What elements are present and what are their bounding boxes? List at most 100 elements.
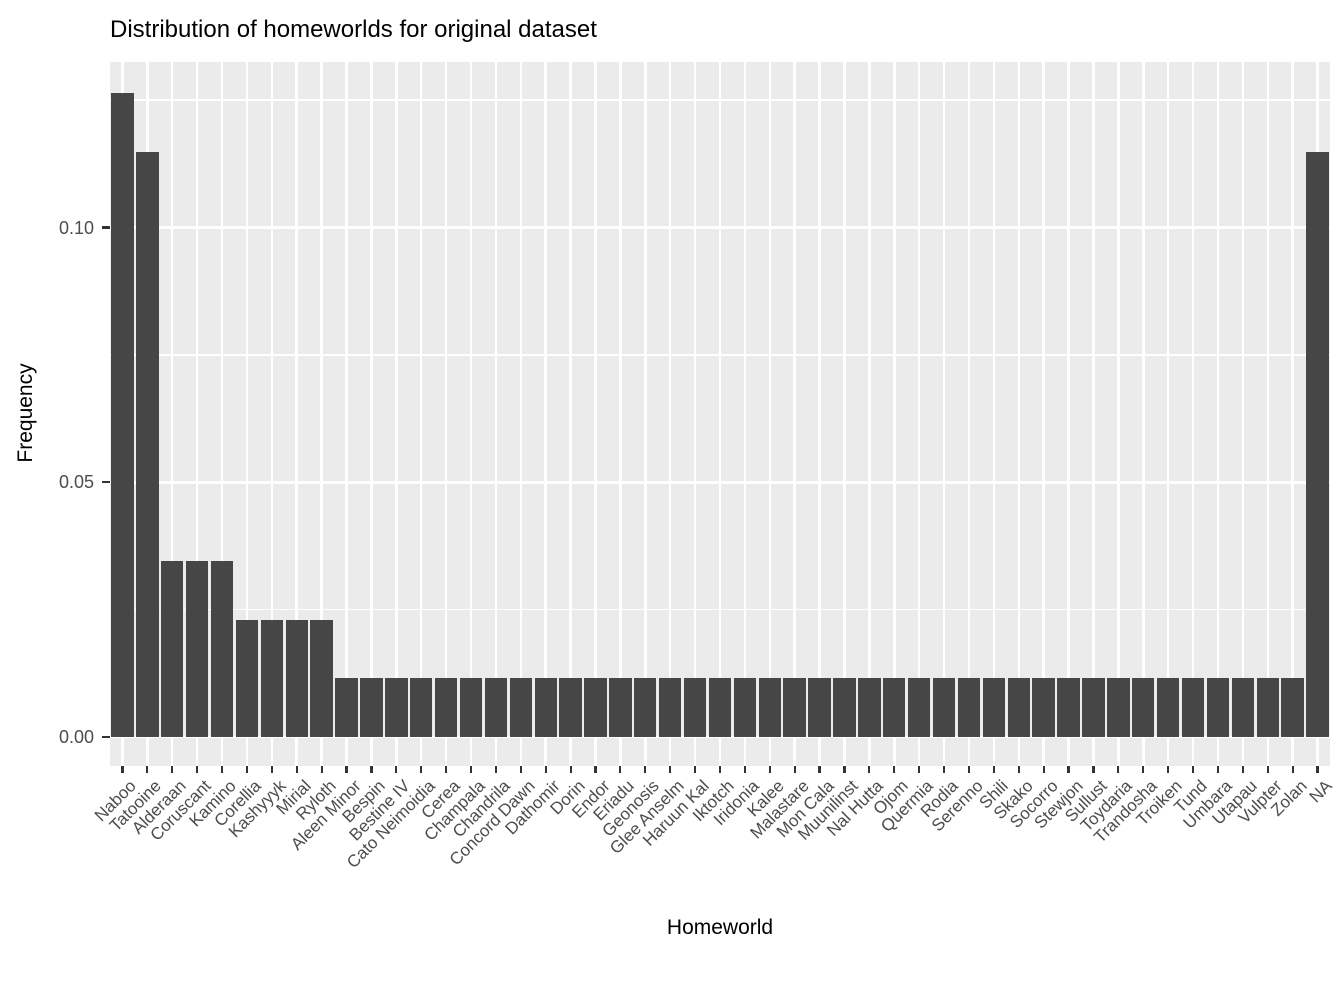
- bar-tund: [1181, 678, 1205, 737]
- x-tick: [121, 766, 124, 773]
- gridline-major-v: [1092, 62, 1095, 766]
- bar-ojom: [883, 678, 906, 737]
- x-tick: [868, 766, 871, 773]
- bar-toydaria: [1107, 678, 1130, 737]
- gridline-major-v: [1042, 62, 1045, 766]
- x-tick: [1167, 766, 1170, 773]
- gridline-major-v: [370, 62, 373, 766]
- gridline-major-v: [1067, 62, 1070, 766]
- gridline-major-v: [893, 62, 896, 766]
- x-tick: [1266, 766, 1269, 773]
- x-tick: [295, 766, 298, 773]
- bar-iridonia: [733, 678, 757, 737]
- chart-title: Distribution of homeworlds for original …: [110, 16, 597, 43]
- x-tick: [992, 766, 995, 773]
- bar-malastare: [783, 678, 806, 737]
- bar-vulpter: [1256, 678, 1279, 737]
- x-tick: [1142, 766, 1145, 773]
- gridline-major-v: [569, 62, 572, 766]
- gridline-major-v: [1266, 62, 1269, 766]
- bar-eriadu: [609, 678, 632, 737]
- bar-chart-figure: Distribution of homeworlds for original …: [14, 16, 1335, 939]
- bar-concord-dawn: [509, 678, 532, 737]
- gridline-major-v: [1191, 62, 1195, 766]
- x-tick: [669, 766, 672, 773]
- x-tick: [768, 766, 771, 773]
- bar-cato-neimoidia: [410, 678, 433, 737]
- x-tick: [843, 766, 846, 773]
- bar-nal-hutta: [858, 678, 881, 737]
- bar-bespin: [360, 678, 383, 737]
- y-tick: [102, 481, 110, 484]
- gridline-major-v: [967, 62, 971, 766]
- bar-utapau: [1231, 678, 1255, 737]
- x-tick: [320, 766, 323, 773]
- bar-serenno: [957, 678, 981, 737]
- bar-na: [1306, 151, 1329, 737]
- bar-trandosha: [1132, 678, 1155, 737]
- gridline-major-v: [419, 62, 423, 766]
- gridline-major-v: [917, 62, 921, 766]
- y-tick-label: 0.00: [58, 727, 94, 747]
- bar-stewjon: [1057, 678, 1080, 737]
- bar-chandrila: [484, 678, 508, 737]
- x-tick: [1117, 766, 1120, 773]
- gridline-major-v: [295, 62, 298, 766]
- gridline-major-v: [1241, 62, 1245, 766]
- x-tick: [1241, 766, 1244, 773]
- x-tick: [544, 766, 547, 773]
- bar-shili: [982, 678, 1006, 737]
- gridline-major-v: [793, 62, 796, 766]
- gridline-major-v: [1216, 62, 1220, 766]
- x-tick: [793, 766, 796, 773]
- bar-dorin: [559, 678, 582, 737]
- x-tick: [594, 766, 597, 773]
- bar-kalee: [758, 678, 781, 737]
- bar-mon-cala: [808, 678, 831, 737]
- gridline-major-v: [743, 62, 747, 766]
- gridline-major-v: [644, 62, 647, 766]
- bar-zolan: [1281, 678, 1304, 737]
- gridline-major-v: [843, 62, 846, 766]
- bar-haruun-kal: [683, 678, 707, 737]
- bar-naboo: [111, 92, 134, 737]
- bar-alderaan: [161, 561, 184, 737]
- x-tick: [1067, 766, 1070, 773]
- gridline-major-v: [668, 62, 672, 766]
- gridline-major-v: [942, 62, 946, 766]
- gridline-major-v: [1166, 62, 1170, 766]
- x-tick: [644, 766, 647, 773]
- x-tick: [1191, 766, 1195, 773]
- x-tick: [918, 766, 921, 773]
- x-tick: [1042, 766, 1045, 773]
- x-tick: [345, 766, 348, 773]
- bar-troiken: [1156, 678, 1180, 737]
- bar-skako: [1007, 678, 1030, 737]
- plot-panel: [110, 62, 1330, 766]
- gridline-major-v: [718, 62, 722, 766]
- x-tick: [619, 766, 622, 773]
- x-tick: [146, 766, 149, 773]
- gridline-major-v: [170, 62, 174, 766]
- bar-champala: [459, 678, 483, 737]
- gridline-major-v: [1142, 62, 1145, 766]
- x-tick: [519, 766, 522, 773]
- x-tick: [743, 766, 746, 773]
- x-tick: [818, 766, 821, 773]
- gridline-major-v: [768, 62, 772, 766]
- bar-tatooine: [136, 151, 159, 737]
- x-tick: [469, 766, 473, 773]
- gridline-major-v: [619, 62, 622, 766]
- x-tick: [1316, 766, 1319, 773]
- gridline-major-v: [544, 62, 547, 766]
- gridline-major-v: [345, 62, 348, 766]
- x-tick: [967, 766, 971, 773]
- bar-kamino: [210, 561, 234, 737]
- x-axis-title: Homeworld: [666, 916, 774, 939]
- y-axis-title: Frequency: [14, 363, 37, 463]
- x-tick: [1017, 766, 1020, 773]
- x-tick: [1092, 766, 1095, 773]
- x-tick: [245, 766, 249, 773]
- gridline-major-v: [1017, 62, 1021, 766]
- x-tick: [196, 766, 199, 773]
